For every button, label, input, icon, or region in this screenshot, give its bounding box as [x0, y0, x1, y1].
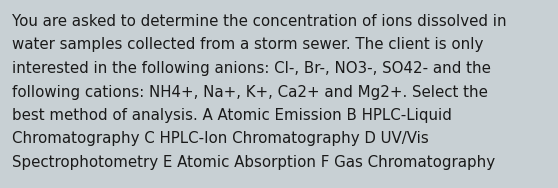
Text: Spectrophotometry E Atomic Absorption F Gas Chromatography: Spectrophotometry E Atomic Absorption F … — [12, 155, 495, 170]
Text: following cations: NH4+, Na+, K+, Ca2+ and Mg2+. Select the: following cations: NH4+, Na+, K+, Ca2+ a… — [12, 84, 488, 99]
Text: best method of analysis. A Atomic Emission B HPLC-Liquid: best method of analysis. A Atomic Emissi… — [12, 108, 452, 123]
Text: Chromatography C HPLC-Ion Chromatography D UV/Vis: Chromatography C HPLC-Ion Chromatography… — [12, 131, 429, 146]
Text: interested in the following anions: Cl-, Br-, NO3-, SO42- and the: interested in the following anions: Cl-,… — [12, 61, 491, 76]
Text: water samples collected from a storm sewer. The client is only: water samples collected from a storm sew… — [12, 37, 483, 52]
Text: You are asked to determine the concentration of ions dissolved in: You are asked to determine the concentra… — [12, 14, 507, 29]
